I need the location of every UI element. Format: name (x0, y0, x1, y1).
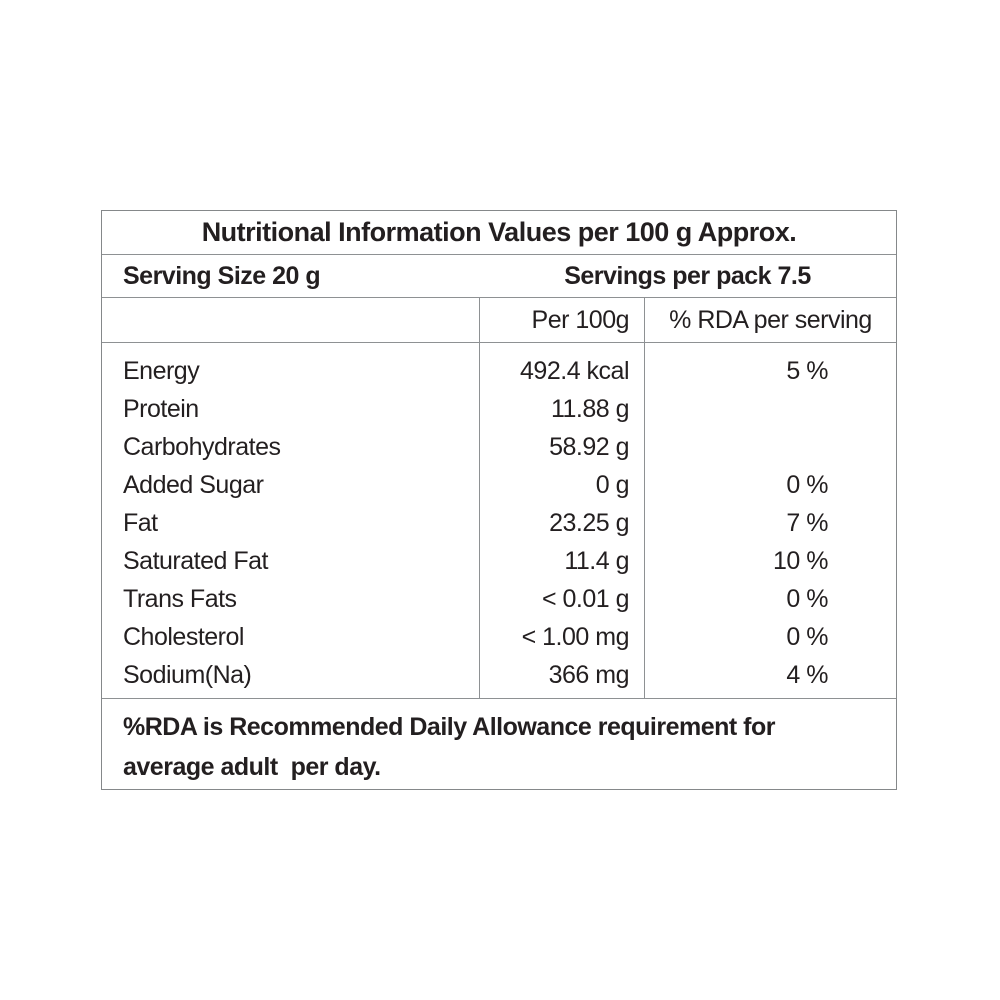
serving-size-text: Serving Size 20 g (123, 261, 321, 290)
column-header-per-100g: Per 100g (479, 298, 644, 342)
nutrient-table: Energy 492.4 kcal 5 % Protein 11.88 g Ca… (102, 343, 896, 699)
nutrient-per-100g-value: 23.25 g (549, 508, 629, 537)
table-row-sodium: Sodium(Na) 366 mg 4 % (102, 656, 896, 694)
table-row-protein: Protein 11.88 g (102, 390, 896, 428)
table-row-energy: Energy 492.4 kcal 5 % (102, 352, 896, 390)
column-header-rda-per-serving: % RDA per serving (644, 298, 896, 342)
nutrient-rda-value: 0 % (786, 470, 828, 499)
servings-per-pack-text: Servings per pack 7.5 (564, 261, 811, 290)
table-row-fat: Fat 23.25 g 7 % (102, 504, 896, 542)
rda-footnote-line2: average adult per day. (123, 753, 381, 781)
table-row-saturated-fat: Saturated Fat 11.4 g 10 % (102, 542, 896, 580)
rda-footnote-line1: %RDA is Recommended Daily Allowance requ… (123, 713, 775, 741)
nutrient-rda-value: 0 % (786, 622, 828, 651)
nutrient-per-100g-value: 0 g (595, 470, 630, 499)
column-divider (644, 343, 645, 698)
table-row-trans-fats: Trans Fats < 0.01 g 0 % (102, 580, 896, 618)
table-row-added-sugar: Added Sugar 0 g 0 % (102, 466, 896, 504)
table-row-carbohydrates: Carbohydrates 58.92 g (102, 428, 896, 466)
nutrient-per-100g-value: 11.88 g (550, 394, 630, 423)
nutrient-per-100g-value: < 0.01 g (541, 584, 630, 613)
nutrient-rda-value: 0 % (786, 584, 828, 613)
nutrient-rda-value: 7 % (786, 508, 828, 537)
nutrient-name: Saturated Fat (123, 546, 268, 575)
column-header-nutrient (102, 298, 479, 342)
nutrient-name: Cholesterol (123, 622, 244, 651)
nutrient-rda-value: 4 % (786, 660, 828, 689)
nutrient-name: Fat (123, 508, 158, 537)
column-header-row: Per 100g % RDA per serving (102, 298, 896, 343)
nutrient-rda-value: 10 % (773, 546, 828, 575)
nutrient-per-100g-value: 58.92 g (549, 432, 629, 461)
nutrient-name: Energy (123, 356, 200, 385)
nutrition-facts-label: Nutritional Information Values per 100 g… (101, 210, 897, 790)
nutrient-per-100g-value: 11.4 g (564, 546, 629, 575)
nutrient-name: Sodium(Na) (123, 660, 252, 689)
nutrient-name: Added Sugar (123, 470, 264, 499)
table-row-cholesterol: Cholesterol < 1.00 mg 0 % (102, 618, 896, 656)
nutrient-name: Protein (123, 394, 199, 423)
label-title: Nutritional Information Values per 100 g… (102, 211, 896, 255)
nutrient-rda-value: 5 % (786, 356, 828, 385)
nutrient-per-100g-value: 492.4 kcal (520, 356, 629, 385)
nutrient-name: Trans Fats (123, 584, 237, 613)
serving-info-row: Serving Size 20 g Servings per pack 7.5 (102, 255, 896, 298)
nutrient-per-100g-value: 366 mg (548, 660, 630, 689)
rda-footnote: %RDA is Recommended Daily Allowance requ… (102, 699, 896, 789)
nutrient-per-100g-value: < 1.00 mg (521, 622, 630, 651)
column-divider (479, 343, 480, 698)
nutrient-name: Carbohydrates (123, 432, 281, 461)
